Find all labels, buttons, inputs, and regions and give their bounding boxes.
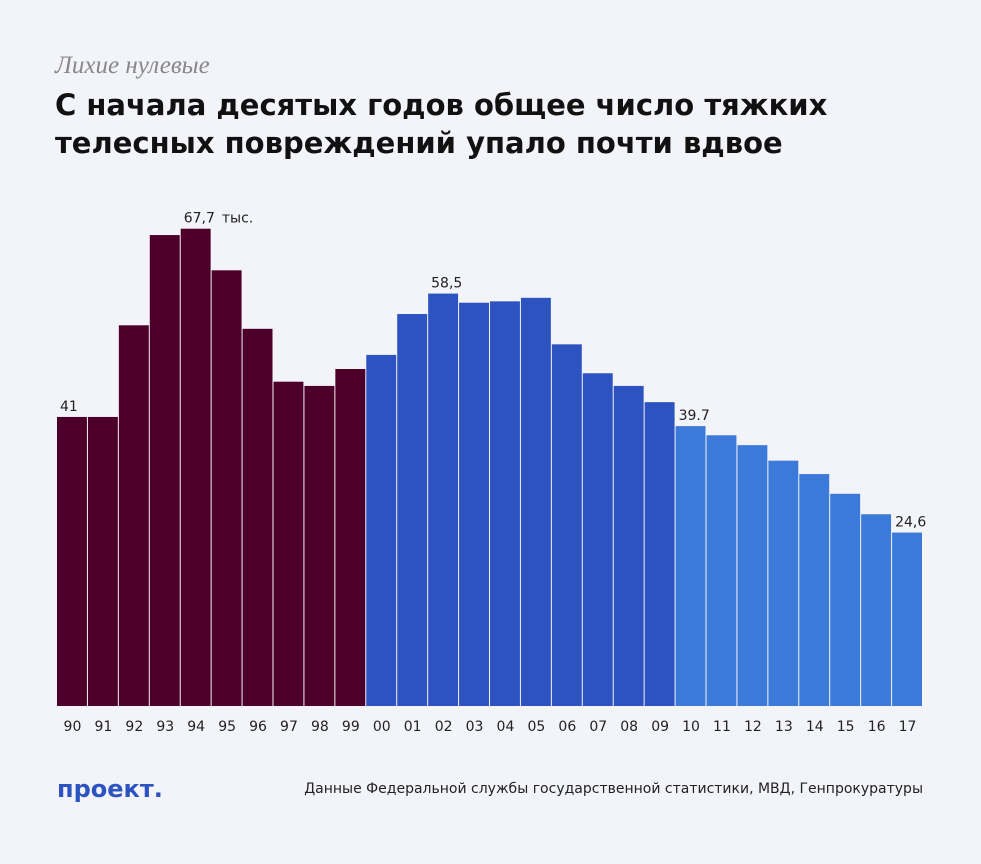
bar [242, 328, 273, 706]
x-tick-label: 02 [435, 719, 453, 735]
bar [118, 325, 149, 706]
bar [180, 228, 211, 706]
bar [366, 354, 397, 706]
bar [304, 385, 335, 706]
x-tick-label: 14 [806, 719, 824, 735]
x-tick-label: 94 [187, 719, 205, 735]
x-tick-label: 11 [713, 719, 731, 735]
x-tick-label: 03 [466, 719, 484, 735]
bar [892, 532, 922, 706]
x-tick-label: 06 [558, 719, 576, 735]
bar [613, 385, 644, 706]
bar [57, 416, 87, 706]
logo: проект. [57, 775, 163, 803]
bar [397, 314, 428, 706]
bar [459, 302, 489, 706]
x-tick-label: 01 [404, 719, 422, 735]
bar [428, 293, 459, 706]
x-tick-label: 10 [682, 719, 700, 735]
x-tick-label: 12 [744, 719, 762, 735]
bar [799, 474, 830, 706]
bar [644, 402, 675, 706]
value-label: 39.7 [679, 408, 710, 424]
bar [520, 297, 551, 706]
x-tick-label: 15 [837, 719, 855, 735]
value-label: 58,5 [431, 276, 462, 292]
bar [490, 301, 520, 706]
x-tick-label: 00 [373, 719, 391, 735]
bar [675, 426, 706, 706]
value-label: 24,6 [895, 515, 926, 531]
chart-title: С начала десятых годов общее число тяжки… [55, 88, 828, 122]
x-tick-label: 98 [311, 719, 329, 735]
bar [768, 460, 799, 706]
chart-title: телесных повреждений упало почти вдвое [55, 126, 783, 160]
x-tick-label: 95 [218, 719, 236, 735]
x-tick-label: 07 [589, 719, 607, 735]
x-tick-label: 08 [620, 719, 638, 735]
x-tick-label: 90 [64, 719, 82, 735]
bar [211, 270, 242, 706]
bar [273, 381, 304, 706]
x-tick-label: 92 [125, 719, 143, 735]
source: Данные Федеральной службы государственно… [304, 781, 923, 797]
value-label: 67,7 [184, 211, 215, 227]
value-label: 41 [60, 399, 78, 415]
x-tick-label: 17 [899, 719, 917, 735]
bar [149, 235, 180, 706]
bar [335, 369, 366, 706]
chart-subtitle: Лихие нулевые [54, 52, 210, 79]
x-tick-label: 05 [527, 719, 545, 735]
bar [582, 373, 613, 706]
bar [551, 344, 582, 706]
x-tick-label: 04 [497, 719, 515, 735]
x-tick-label: 96 [249, 719, 267, 735]
bar [706, 435, 737, 706]
x-tick-label: 16 [868, 719, 886, 735]
bar [830, 493, 861, 706]
x-tick-label: 93 [156, 719, 174, 735]
unit-note: тыс. [222, 211, 253, 227]
x-tick-label: 91 [94, 719, 112, 735]
bar [861, 514, 892, 706]
x-tick-label: 99 [342, 719, 360, 735]
x-tick-label: 09 [651, 719, 669, 735]
x-tick-label: 97 [280, 719, 298, 735]
bar [737, 445, 768, 706]
bar [87, 416, 118, 706]
x-tick-label: 13 [775, 719, 793, 735]
